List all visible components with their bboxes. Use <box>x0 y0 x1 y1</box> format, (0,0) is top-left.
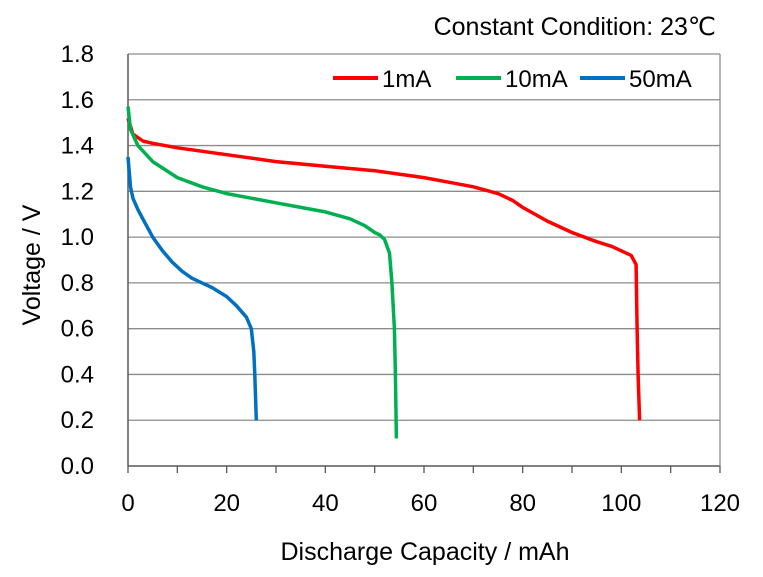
y-tick-label: 0.0 <box>61 453 94 480</box>
x-axis-title: Discharge Capacity / mAh <box>280 538 569 566</box>
y-tick-label: 1.2 <box>61 178 94 205</box>
gridlines <box>128 53 720 421</box>
x-tick-label: 0 <box>121 490 134 517</box>
legend: 1mA 10mA 50mA <box>333 66 692 93</box>
y-tick-label: 1.4 <box>61 133 94 160</box>
x-tick-label: 120 <box>700 490 740 517</box>
x-tick-label: 60 <box>411 490 438 517</box>
series-line-50mA <box>126 156 259 421</box>
y-tick-label: 0.6 <box>61 316 94 343</box>
legend-label-50mA: 50mA <box>629 66 692 93</box>
axes <box>127 54 721 473</box>
y-tick-label: 0.8 <box>61 270 94 297</box>
y-tick-labels: 0.0 0.2 0.4 0.6 0.8 1.0 1.2 1.4 1.6 1.8 <box>61 41 94 480</box>
legend-label-10mA: 10mA <box>505 66 568 93</box>
x-tick-label: 80 <box>509 490 536 517</box>
x-tick-labels: 0 20 40 60 80 100 120 <box>121 490 740 517</box>
x-tick-label: 100 <box>601 490 641 517</box>
y-tick-label: 1.0 <box>61 224 94 251</box>
legend-label-1mA: 1mA <box>382 66 431 93</box>
x-tick-label: 40 <box>312 490 339 517</box>
series-line-10mA <box>126 106 399 439</box>
y-axis-title: Voltage / V <box>18 204 46 325</box>
series-line-1mA <box>126 117 642 421</box>
condition-annotation: Constant Condition: 23℃ <box>434 13 716 41</box>
y-tick-label: 1.6 <box>61 87 94 114</box>
y-tick-label: 0.4 <box>61 361 94 388</box>
series-lines <box>126 106 642 439</box>
y-tick-label: 0.2 <box>61 407 94 434</box>
y-tick-label: 1.8 <box>61 41 94 68</box>
x-tick-label: 20 <box>213 490 240 517</box>
